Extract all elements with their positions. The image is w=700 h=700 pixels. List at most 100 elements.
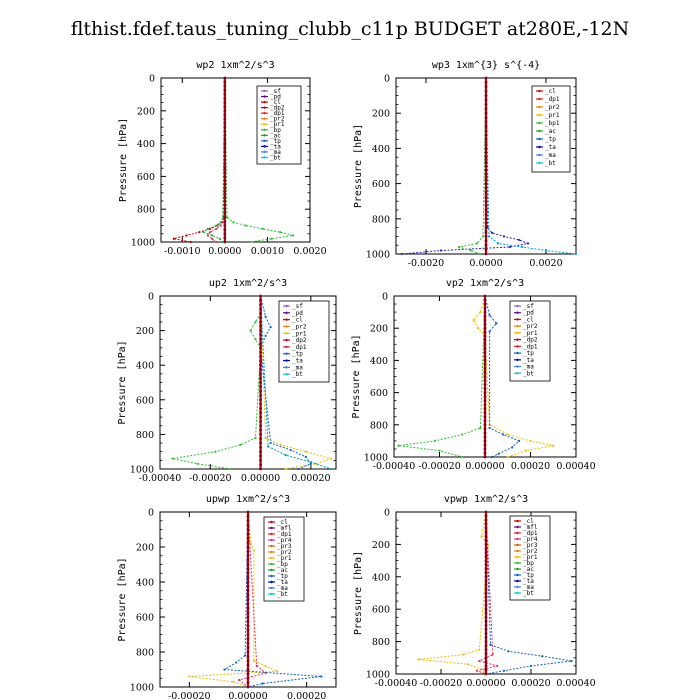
zero-profile-marker [484, 599, 488, 603]
data-point [262, 227, 265, 230]
x-tick-label: -0.00020 [168, 691, 211, 700]
data-point [254, 320, 257, 324]
zero-profile-marker [484, 204, 488, 208]
zero-profile-marker [223, 203, 227, 207]
zero-profile-marker [259, 381, 262, 384]
data-point [279, 231, 282, 234]
zero-profile-marker [223, 207, 227, 211]
panel-title: up2 1xm^2/s^3 [209, 278, 287, 289]
x-tick-label: 0.00000 [241, 473, 280, 484]
data-point [478, 252, 482, 256]
y-tick-label: 400 [136, 578, 154, 589]
data-point [488, 330, 491, 333]
legend-marker [263, 123, 266, 126]
legend-entry: _dp2 [523, 337, 538, 344]
zero-profile-marker [484, 611, 488, 615]
zero-profile-marker [259, 467, 262, 471]
x-tick-label: 0.00040 [556, 678, 595, 689]
data-point [202, 231, 205, 234]
zero-profile-marker [259, 411, 262, 415]
y-tick-label: 200 [370, 324, 388, 335]
data-point [276, 670, 279, 673]
data-point [433, 439, 437, 442]
legend-marker [538, 89, 541, 93]
data-point [210, 234, 214, 237]
legend-entry: _ta [545, 144, 556, 151]
legend-entry: _cl [545, 88, 556, 95]
legend-entry: _ta [270, 143, 281, 150]
data-point [475, 669, 479, 672]
zero-profile-marker [484, 591, 488, 595]
zero-profile-marker [484, 103, 488, 106]
zero-profile-marker [246, 602, 250, 606]
data-point [439, 249, 443, 252]
zero-profile-marker [484, 522, 488, 526]
legend-marker [263, 106, 266, 109]
zero-profile-marker [484, 85, 488, 89]
zero-profile-marker [223, 101, 227, 104]
x-tick-label: 0.00020 [511, 678, 550, 689]
data-point [304, 450, 307, 453]
legend-marker [285, 332, 288, 335]
data-point [479, 426, 482, 430]
zero-profile-marker [483, 318, 487, 322]
legend-entry: _dp2 [270, 105, 285, 112]
zero-profile-marker [484, 191, 488, 194]
series-line-tp [401, 77, 530, 255]
data-point [502, 235, 506, 238]
data-point [279, 443, 282, 446]
zero-profile-marker [484, 530, 488, 534]
legend-entry: _pr2 [277, 549, 292, 556]
zero-profile-marker [259, 376, 262, 380]
zero-profile-marker [484, 547, 488, 550]
zero-profile-marker [223, 158, 227, 162]
zero-profile-marker [484, 94, 488, 97]
zero-profile-marker [223, 93, 227, 96]
zero-profile-marker [484, 518, 488, 522]
data-point [196, 462, 199, 465]
y-tick-label: 400 [372, 572, 390, 583]
legend-marker [263, 156, 266, 159]
data-point [309, 462, 312, 465]
legend-entry: _pr4 [523, 536, 538, 543]
zero-profile-marker [246, 567, 250, 571]
series-line-dp1 [398, 295, 486, 458]
legend-marker [516, 304, 519, 308]
data-point [219, 221, 222, 224]
panel-title: vp2 1xm^2/s^3 [446, 278, 524, 289]
data-point [496, 664, 499, 668]
zero-profile-marker [246, 514, 250, 518]
legend-box [531, 85, 571, 173]
zero-profile-marker [246, 571, 250, 575]
legend-marker [538, 137, 541, 141]
zero-profile-marker [259, 458, 262, 462]
zero-profile-marker [259, 294, 262, 298]
data-point [291, 234, 295, 237]
zero-profile-marker [483, 439, 487, 443]
data-point [225, 216, 229, 219]
zero-profile-marker [223, 76, 227, 80]
data-point [223, 668, 226, 671]
data-point [487, 235, 491, 238]
data-point [552, 444, 555, 447]
zero-profile-marker [259, 450, 262, 454]
zero-profile-marker [483, 306, 487, 310]
data-point [215, 240, 218, 244]
zero-profile-marker [483, 363, 487, 366]
zero-profile-marker [259, 441, 262, 445]
zero-profile-marker [259, 355, 262, 358]
zero-profile-marker [223, 170, 227, 174]
legend-entry: _pr1 [292, 330, 307, 337]
legend-entry: _bp [523, 560, 534, 567]
legend-marker [270, 538, 273, 542]
data-point [320, 675, 323, 678]
y-tick-label: 600 [372, 179, 390, 190]
zero-profile-marker [483, 359, 487, 362]
zero-profile-marker [223, 166, 227, 170]
zero-profile-marker [223, 199, 227, 203]
zero-profile-marker [484, 142, 488, 146]
zero-profile-marker [259, 303, 262, 307]
zero-profile-marker [246, 528, 250, 531]
zero-profile-marker [484, 510, 488, 514]
legend-entry: _pr1 [523, 330, 538, 337]
